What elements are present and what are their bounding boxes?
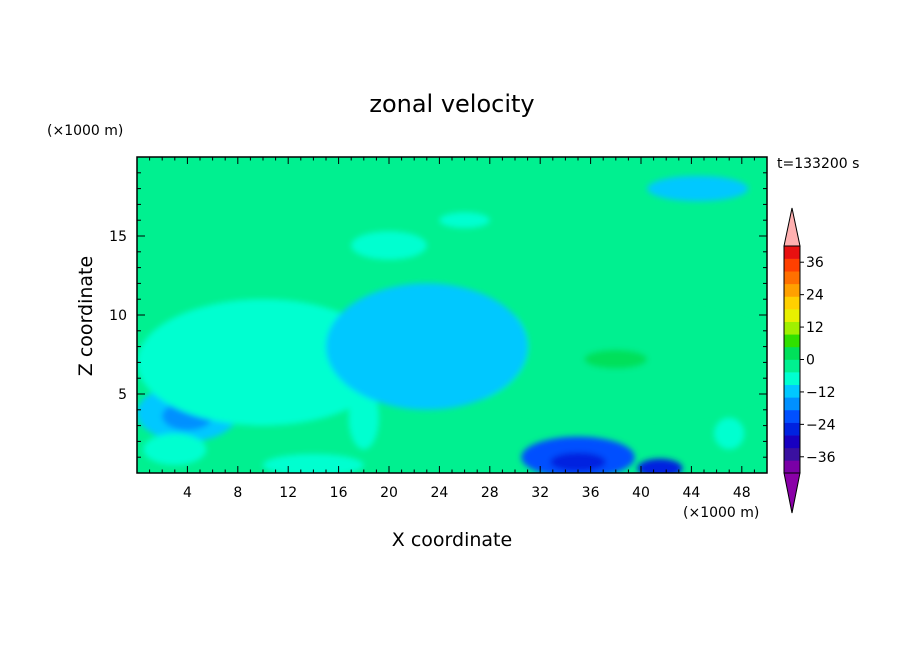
field-region-14	[143, 433, 207, 466]
colorbar-tick-label: 0	[806, 353, 815, 369]
colorbar-segment	[784, 447, 800, 461]
x-tick-label: 44	[682, 485, 700, 501]
field-region-9	[351, 231, 427, 260]
colorbar-tick-label: 12	[806, 320, 824, 336]
field-region-12	[714, 417, 745, 450]
colorbar-segment	[784, 422, 800, 436]
x-axis-label: X coordinate	[392, 529, 512, 551]
colorbar-over-arrow	[783, 207, 801, 247]
y-tick-label: 5	[118, 387, 127, 403]
x-tick-label: 24	[430, 485, 448, 501]
colorbar-segment	[784, 359, 800, 373]
x-tick-label: 8	[233, 485, 242, 501]
y-tick-label: 10	[109, 308, 127, 324]
x-tick-label: 40	[632, 485, 650, 501]
colorbar-tick-label: 36	[806, 255, 824, 271]
colorbar-segment	[784, 246, 800, 259]
x-tick-label: 20	[380, 485, 398, 501]
colorbar: 36 24 12 0 −12 −24 −36	[783, 207, 836, 514]
field-region-10	[439, 212, 490, 229]
colorbar-segment	[784, 283, 800, 297]
colorbar-segment	[784, 409, 800, 423]
colorbar-segment	[784, 271, 800, 285]
colorbar-segment	[784, 296, 800, 310]
y-unit-label: (×1000 m)	[47, 123, 123, 139]
field-region-11	[647, 175, 749, 202]
x-tick-label: 32	[531, 485, 549, 501]
colorbar-segment	[784, 384, 800, 398]
time-label: t=133200 s	[777, 156, 859, 172]
y-tick-label: 15	[109, 229, 127, 245]
colorbar-segment	[784, 397, 800, 411]
field-region-16	[326, 283, 528, 410]
x-tick-label: 12	[279, 485, 297, 501]
colorbar-segment	[784, 309, 800, 322]
field-region-13	[137, 299, 389, 426]
y-axis-label: Z coordinate	[75, 256, 97, 376]
colorbar-tick-label: −36	[806, 450, 836, 466]
colorbar-segment	[784, 435, 800, 449]
x-unit-label: (×1000 m)	[683, 505, 759, 521]
colorbar-tick-label: 24	[806, 288, 824, 304]
x-tick-label: 36	[582, 485, 600, 501]
chart-title: zonal velocity	[369, 90, 534, 118]
colorbar-tick-label: −12	[806, 385, 836, 401]
colorbar-segment	[784, 334, 800, 348]
y-axis: 5 10 15	[109, 172, 767, 458]
x-axis: 4 8 12 16 20 24 28 32 36 40 44 48	[149, 157, 755, 501]
x-tick-label: 28	[481, 485, 499, 501]
velocity-field	[137, 157, 767, 473]
field-region-4	[550, 452, 606, 472]
colorbar-segment	[784, 372, 800, 386]
field-region-5	[637, 458, 683, 473]
colorbar-segment	[784, 346, 800, 360]
colorbar-under-arrow	[783, 472, 801, 514]
x-tick-label: 48	[733, 485, 751, 501]
x-tick-label: 16	[330, 485, 348, 501]
colorbar-tick-label: −24	[806, 417, 836, 433]
colorbar-segment	[784, 321, 800, 335]
colorbar-segment	[784, 460, 800, 474]
field-region-2	[584, 349, 648, 369]
x-tick-label: 4	[183, 485, 192, 501]
colorbar-segment	[784, 258, 800, 272]
